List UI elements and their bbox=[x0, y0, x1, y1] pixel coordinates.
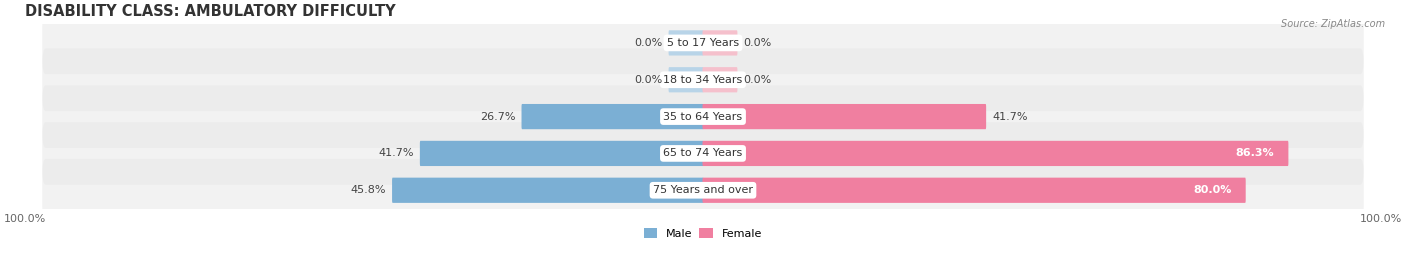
Text: 41.7%: 41.7% bbox=[993, 112, 1028, 122]
Text: 26.7%: 26.7% bbox=[479, 112, 515, 122]
Text: 18 to 34 Years: 18 to 34 Years bbox=[664, 75, 742, 85]
FancyBboxPatch shape bbox=[42, 48, 1364, 111]
Text: DISABILITY CLASS: AMBULATORY DIFFICULTY: DISABILITY CLASS: AMBULATORY DIFFICULTY bbox=[25, 4, 396, 19]
Text: 0.0%: 0.0% bbox=[744, 38, 772, 48]
FancyBboxPatch shape bbox=[42, 159, 1364, 222]
FancyBboxPatch shape bbox=[42, 12, 1364, 74]
Text: 0.0%: 0.0% bbox=[634, 38, 662, 48]
Text: 35 to 64 Years: 35 to 64 Years bbox=[664, 112, 742, 122]
FancyBboxPatch shape bbox=[522, 104, 703, 129]
FancyBboxPatch shape bbox=[703, 67, 737, 92]
FancyBboxPatch shape bbox=[703, 30, 737, 55]
FancyBboxPatch shape bbox=[669, 67, 703, 92]
FancyBboxPatch shape bbox=[703, 104, 986, 129]
FancyBboxPatch shape bbox=[669, 30, 703, 55]
FancyBboxPatch shape bbox=[392, 178, 703, 203]
Text: 65 to 74 Years: 65 to 74 Years bbox=[664, 148, 742, 158]
FancyBboxPatch shape bbox=[703, 141, 1288, 166]
Text: 5 to 17 Years: 5 to 17 Years bbox=[666, 38, 740, 48]
Text: 0.0%: 0.0% bbox=[634, 75, 662, 85]
Text: 0.0%: 0.0% bbox=[744, 75, 772, 85]
Text: 45.8%: 45.8% bbox=[350, 185, 385, 195]
FancyBboxPatch shape bbox=[42, 85, 1364, 148]
FancyBboxPatch shape bbox=[42, 122, 1364, 185]
FancyBboxPatch shape bbox=[420, 141, 703, 166]
Text: 75 Years and over: 75 Years and over bbox=[652, 185, 754, 195]
Text: Source: ZipAtlas.com: Source: ZipAtlas.com bbox=[1281, 19, 1385, 29]
FancyBboxPatch shape bbox=[703, 178, 1246, 203]
Legend: Male, Female: Male, Female bbox=[640, 224, 766, 244]
Text: 41.7%: 41.7% bbox=[378, 148, 413, 158]
Text: 80.0%: 80.0% bbox=[1194, 185, 1232, 195]
Text: 86.3%: 86.3% bbox=[1236, 148, 1274, 158]
